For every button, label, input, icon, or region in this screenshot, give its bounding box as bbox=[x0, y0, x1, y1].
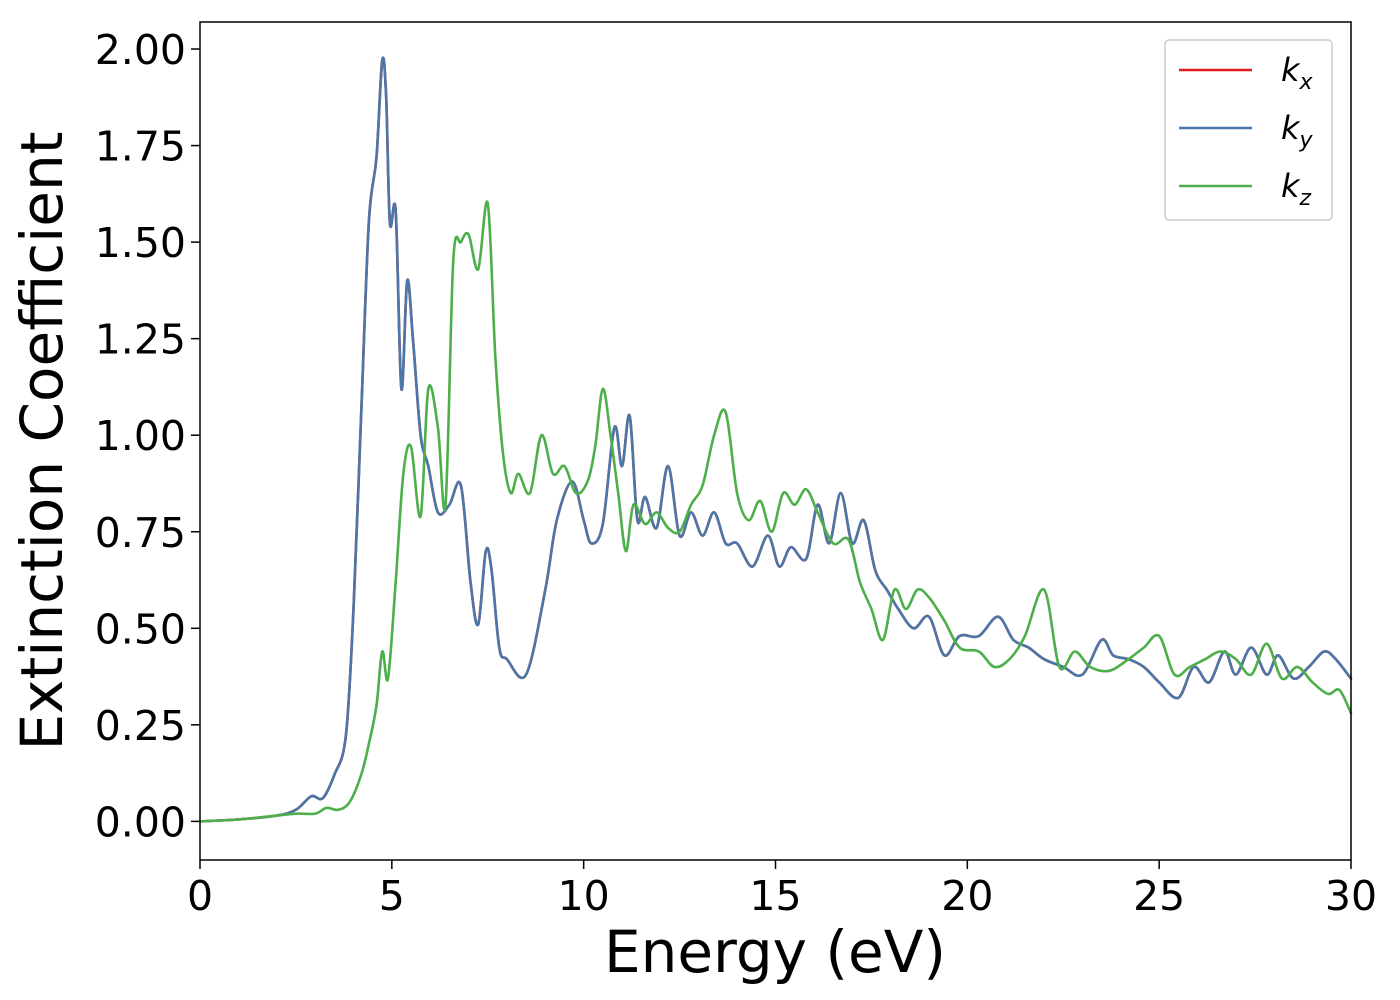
y-tick-label: 2.00 bbox=[95, 26, 186, 74]
y-tick-label: 0.50 bbox=[95, 605, 186, 653]
y-tick-label: 1.50 bbox=[95, 219, 186, 267]
x-tick-label: 15 bbox=[749, 872, 801, 920]
y-tick-label: 1.00 bbox=[95, 412, 186, 460]
x-tick-label: 25 bbox=[1133, 872, 1185, 920]
series-layer bbox=[198, 56, 1353, 823]
legend-label-kz: kz bbox=[1281, 167, 1312, 211]
series-line-ky bbox=[198, 56, 1353, 823]
x-axis-ticks: 0 5 10 15 20 25 30 bbox=[187, 860, 1377, 920]
x-tick-label: 20 bbox=[941, 872, 993, 920]
y-tick-label: 0.25 bbox=[95, 702, 186, 750]
y-axis-ticks: 0.00 0.25 0.50 0.75 1.00 1.25 1.50 1.75 2.00 bbox=[95, 26, 200, 846]
series-line-kz bbox=[198, 200, 1353, 823]
legend: kx ky kz bbox=[1164, 39, 1333, 221]
y-tick-label: 1.25 bbox=[95, 316, 186, 364]
y-axis-label: Extinction Coefficient bbox=[8, 132, 76, 751]
x-tick-label: 30 bbox=[1325, 872, 1377, 920]
legend-label-kx: kx bbox=[1281, 51, 1314, 95]
y-tick-label: 0.00 bbox=[95, 798, 186, 846]
legend-label-ky: ky bbox=[1281, 109, 1314, 153]
legend-box bbox=[1164, 39, 1333, 221]
y-tick-label: 0.75 bbox=[95, 509, 186, 557]
x-tick-label: 5 bbox=[379, 872, 405, 920]
x-tick-label: 10 bbox=[558, 872, 610, 920]
x-axis-label: Energy (eV) bbox=[604, 918, 946, 986]
legend-entries: kx ky kz bbox=[1179, 51, 1314, 211]
y-tick-label: 1.75 bbox=[95, 123, 186, 171]
x-tick-label: 0 bbox=[187, 872, 213, 920]
